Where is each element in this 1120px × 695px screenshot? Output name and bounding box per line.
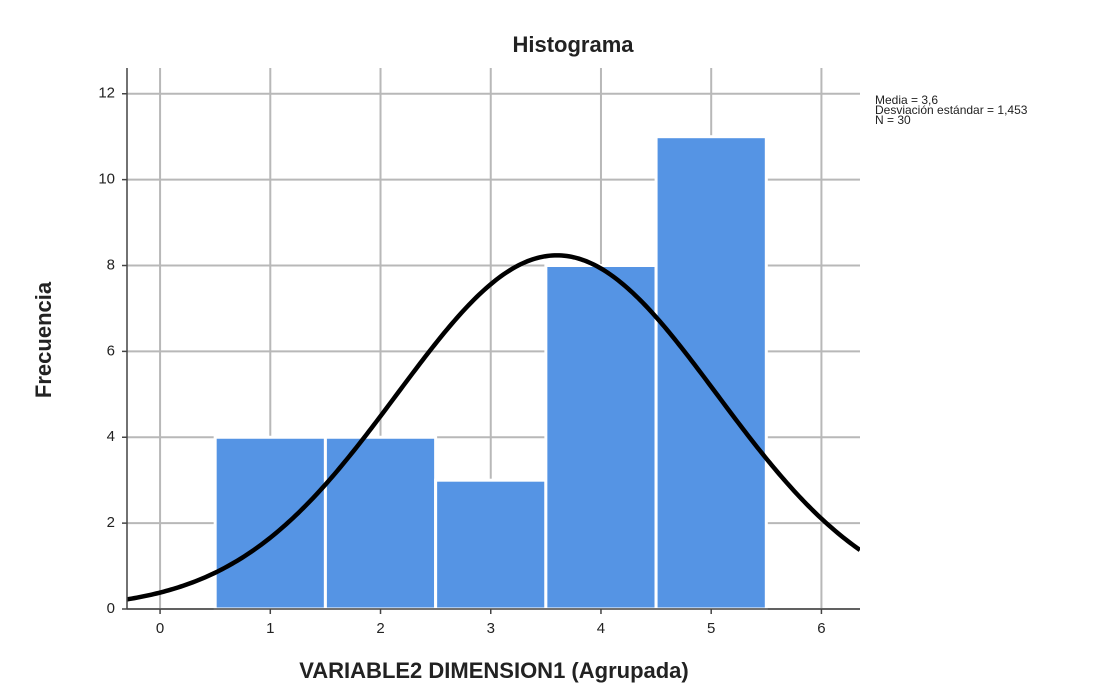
stats-annotation: Media = 3,6 [875, 93, 938, 107]
y-tick-label: 12 [98, 85, 115, 102]
x-tick-label: 0 [156, 620, 164, 637]
x-tick-label: 2 [376, 620, 384, 637]
x-tick-label: 3 [487, 620, 495, 637]
stats-annotation: N = 30 [875, 113, 911, 127]
y-axis-label: Frecuencia [31, 281, 56, 398]
normal-curve [127, 253, 860, 602]
bar [434, 478, 548, 611]
x-tick-label: 6 [817, 620, 825, 637]
y-tick-label: 8 [107, 256, 115, 273]
x-tick-label: 5 [707, 620, 715, 637]
chart-title: Histograma [512, 32, 634, 57]
y-tick-label: 6 [107, 342, 115, 359]
y-tick-label: 4 [107, 428, 115, 445]
bar [654, 135, 768, 611]
y-tick-label: 10 [98, 171, 115, 188]
bar [213, 435, 327, 611]
y-tick-label: 2 [107, 514, 115, 531]
curve-layer [127, 253, 860, 602]
x-tick-label: 4 [597, 620, 605, 637]
x-tick-label: 1 [266, 620, 274, 637]
bar [544, 264, 658, 611]
x-axis-label: VARIABLE2 DIMENSION1 (Agrupada) [299, 658, 689, 683]
y-tick-label: 0 [107, 600, 115, 617]
stats-annotation: Desviación estándar = 1,453 [875, 103, 1028, 117]
bars [213, 135, 768, 611]
